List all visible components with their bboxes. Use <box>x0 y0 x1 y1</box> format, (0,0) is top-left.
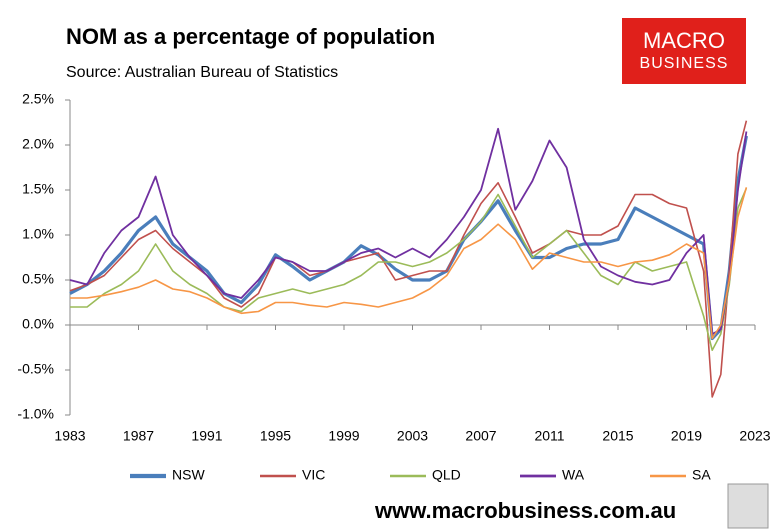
series-line <box>69 135 748 341</box>
x-tick-label: 2011 <box>534 428 564 444</box>
logo-line: MACRO <box>643 28 725 53</box>
x-tick-label: 1999 <box>328 428 359 444</box>
logo-line: BUSINESS <box>640 55 729 72</box>
x-tick-label: 2003 <box>397 428 428 444</box>
series-line <box>69 120 748 398</box>
series-line <box>70 187 748 340</box>
x-tick-label: 2019 <box>671 428 702 444</box>
y-tick-label: 1.5% <box>22 181 54 197</box>
x-tick-label: 1987 <box>123 428 154 444</box>
legend-label: QLD <box>432 467 461 483</box>
legend-label: NSW <box>172 467 205 483</box>
logo-box <box>622 18 746 84</box>
x-tick-label: 1983 <box>54 428 85 444</box>
legend-label: SA <box>692 467 711 483</box>
y-tick-label: 2.5% <box>22 91 54 107</box>
x-tick-label: 1991 <box>191 428 222 444</box>
legend-label: WA <box>562 467 585 483</box>
y-tick-label: 2.0% <box>22 136 54 152</box>
chart-title: NOM as a percentage of population <box>66 24 435 49</box>
footer: www.macrobusiness.com.au <box>374 498 676 523</box>
series-line <box>69 127 748 335</box>
y-tick-label: -1.0% <box>17 406 54 422</box>
x-tick-label: 1995 <box>260 428 291 444</box>
x-tick-label: 2023 <box>739 428 770 444</box>
wolf-icon <box>727 483 769 529</box>
x-tick-label: 2015 <box>602 428 633 444</box>
series-line <box>70 187 748 351</box>
legend-label: VIC <box>302 467 325 483</box>
y-tick-label: 0.5% <box>22 271 54 287</box>
y-tick-label: 0.0% <box>22 316 54 332</box>
y-tick-label: -0.5% <box>17 361 54 377</box>
chart-subtitle: Source: Australian Bureau of Statistics <box>66 64 338 81</box>
x-tick-label: 2007 <box>465 428 496 444</box>
y-tick-label: 1.0% <box>22 226 54 242</box>
